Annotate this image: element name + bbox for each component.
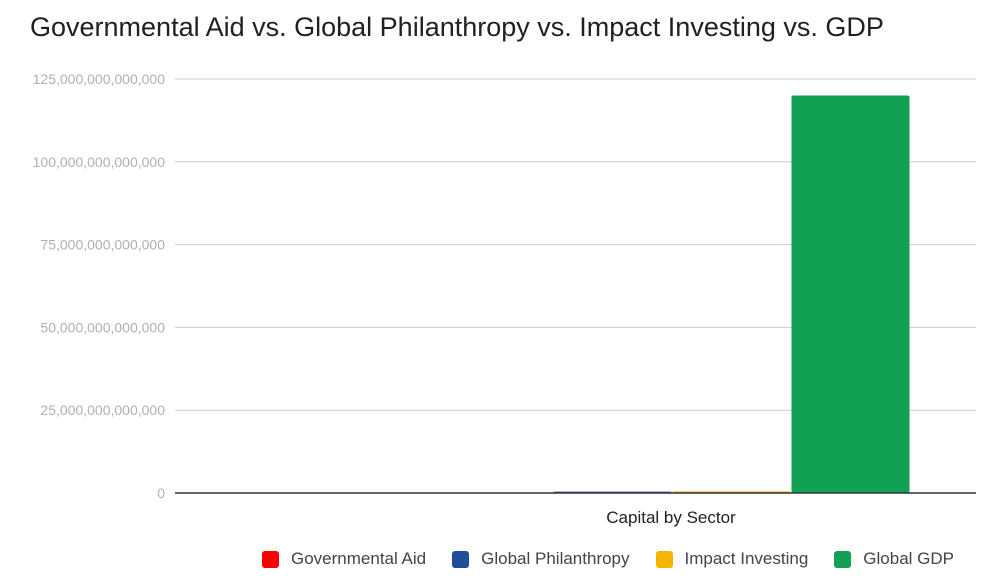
y-tick-label: 0: [157, 485, 165, 501]
y-tick-label: 50,000,000,000,000: [40, 319, 165, 335]
legend-item: Governmental Aid: [262, 549, 426, 569]
bar-global-gdp: [791, 95, 910, 493]
y-tick-label: 25,000,000,000,000: [40, 402, 165, 418]
legend-label: Global Philanthropy: [481, 549, 630, 568]
y-tick-label: 75,000,000,000,000: [40, 237, 165, 253]
legend-swatch: [262, 550, 279, 568]
legend-item: Global GDP: [834, 549, 954, 569]
legend: Governmental Aid Global Philanthropy Impac…: [262, 549, 980, 569]
bar-chart-plot: 0 25,000,000,000,000 50,000,000,000,000 75,…: [33, 71, 976, 527]
x-category-label: Capital by Sector: [606, 508, 736, 527]
legend-swatch: [655, 550, 673, 568]
y-tick-label: 125,000,000,000,000: [33, 71, 166, 87]
legend-label: Impact Investing: [684, 549, 809, 568]
legend-swatch: [452, 550, 470, 568]
legend-item: Global Philanthropy: [452, 549, 630, 569]
y-tick-label: 100,000,000,000,000: [33, 154, 166, 170]
legend-swatch: [834, 550, 852, 568]
chart-title: Governmental Aid vs. Global Philanthropy…: [30, 12, 884, 42]
legend-label: Governmental Aid: [291, 549, 427, 568]
legend-label: Global GDP: [863, 549, 954, 568]
legend-item: Impact Investing: [655, 549, 809, 569]
